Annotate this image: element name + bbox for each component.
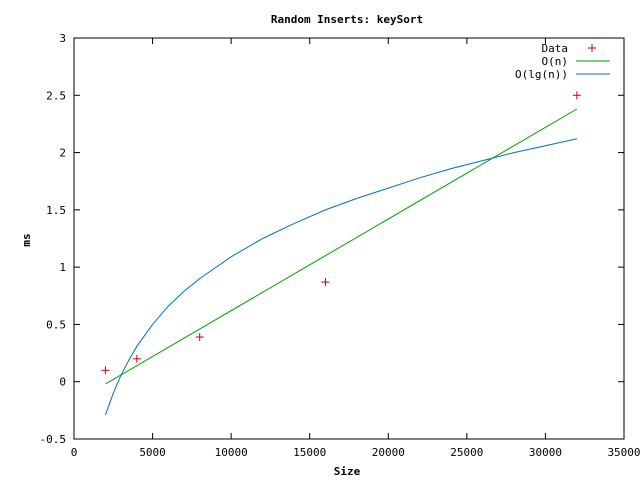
data-point bbox=[321, 278, 330, 287]
data-point bbox=[101, 366, 110, 375]
y-tick-label: 3 bbox=[59, 32, 66, 45]
y-tick-label: 1 bbox=[59, 261, 66, 274]
plot-frame bbox=[73, 37, 625, 440]
x-tick-label: 15000 bbox=[293, 446, 326, 459]
y-tick-label: -0.5 bbox=[40, 433, 67, 446]
x-tick-label: 35000 bbox=[607, 446, 640, 459]
series-line-o-n bbox=[105, 108, 578, 385]
y-tick-label: 1.5 bbox=[46, 204, 66, 217]
x-tick-label: 25000 bbox=[450, 446, 483, 459]
legend-label: Data bbox=[542, 42, 569, 55]
legend-marker bbox=[588, 44, 596, 52]
series-line-o-lg-n bbox=[104, 138, 578, 416]
y-tick-label: 0 bbox=[59, 376, 66, 389]
legend-label: O(n) bbox=[542, 55, 569, 68]
x-axis: 0 5000 10000 15000 20000 25000 30000 35000 bbox=[71, 38, 640, 459]
y-tick-label: 0.5 bbox=[46, 318, 66, 331]
y-tick-label: 2.5 bbox=[46, 89, 66, 102]
data-point bbox=[572, 91, 581, 100]
y-axis: -0.5 0 0.5 1 1.5 2 2.5 3 bbox=[40, 32, 624, 446]
data-point bbox=[195, 333, 204, 342]
data-point bbox=[132, 354, 141, 363]
x-tick-label: 20000 bbox=[372, 446, 405, 459]
x-tick-label: 5000 bbox=[139, 446, 166, 459]
y-axis-label: ms bbox=[20, 233, 33, 246]
x-axis-label: Size bbox=[334, 465, 361, 478]
x-tick-label: 10000 bbox=[215, 446, 248, 459]
x-tick-label: 0 bbox=[71, 446, 78, 459]
y-tick-label: 2 bbox=[59, 147, 66, 160]
chart-title: Random Inserts: keySort bbox=[271, 13, 423, 26]
plot-series bbox=[101, 91, 581, 416]
legend-label: O(lg(n)) bbox=[515, 68, 568, 81]
x-tick-label: 30000 bbox=[529, 446, 562, 459]
